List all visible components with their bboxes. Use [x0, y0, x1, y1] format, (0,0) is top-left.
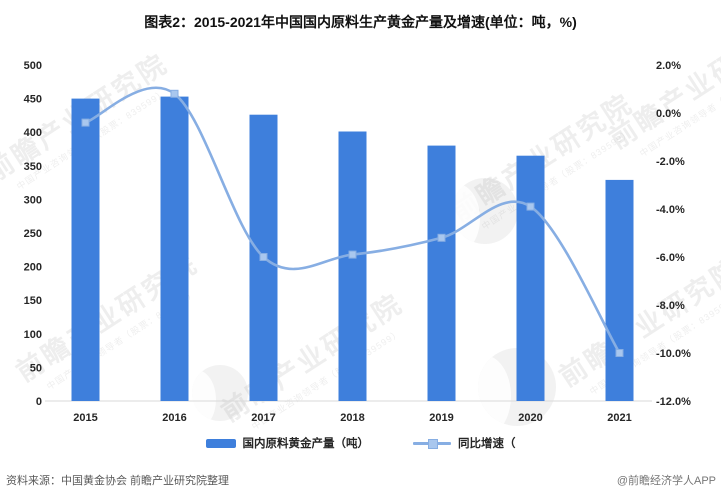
legend-label-growth: 同比增速（	[458, 438, 516, 450]
chart-legend: 国内原料黄金产量（吨） 同比增速（	[0, 435, 721, 451]
chart-title: 图表2：2015-2021年中国国内原料生产黄金产量及增速(单位：吨，%)	[144, 14, 577, 30]
y-axis-left-tick-label: 400	[24, 127, 42, 139]
y-axis-left-tick-label: 100	[24, 329, 42, 341]
y-axis-left-tick-label: 350	[24, 161, 42, 173]
bar-2018	[338, 131, 367, 401]
y-axis-right-tick-label: -8.0%	[656, 300, 685, 312]
x-axis-tick-label-2015: 2015	[73, 412, 97, 424]
bar-2015	[71, 98, 100, 401]
y-axis-left-tick-label: 50	[30, 362, 42, 374]
y-axis-left-tick-label: 150	[24, 295, 42, 307]
growth-marker-2015	[81, 118, 90, 127]
y-axis-left-tick-label: 250	[24, 228, 42, 240]
x-axis-tick-label-2016: 2016	[162, 412, 186, 424]
y-axis-right-tick-label: -10.0%	[656, 348, 691, 360]
y-axis-left-tick-label: 0	[36, 396, 42, 408]
x-axis-tick-label-2019: 2019	[429, 412, 453, 424]
growth-marker-2017	[259, 253, 268, 261]
legend-item-growth: 同比增速（	[413, 435, 516, 451]
bar-series-swatch-icon	[205, 438, 236, 448]
bar-2016	[160, 96, 189, 401]
x-axis-tick-label-2018: 2018	[340, 412, 364, 424]
data-source-text: 资料来源：中国黄金协会 前瞻产业研究院整理	[6, 475, 230, 487]
bar-2020	[516, 155, 545, 401]
growth-marker-2019	[437, 233, 446, 242]
y-axis-left-tick-label: 500	[24, 60, 42, 72]
growth-marker-2021	[615, 349, 624, 357]
y-axis-right-tick-label: -6.0%	[656, 252, 685, 264]
y-axis-right-tick-label: 0.0%	[656, 108, 681, 120]
line-series-swatch-icon	[413, 438, 451, 449]
brand-credit-text: @前瞻经济学人APP	[616, 475, 716, 487]
y-axis-right-tick-label: -12.0%	[656, 396, 691, 408]
growth-marker-2020	[526, 202, 535, 211]
bar-2021	[605, 179, 634, 401]
y-axis-left-tick-label: 300	[24, 194, 42, 206]
bar-2019	[427, 145, 456, 401]
growth-marker-2016	[170, 89, 179, 98]
y-axis-right-tick-label: -4.0%	[656, 204, 685, 216]
legend-item-production: 国内原料黄金产量（吨）	[205, 435, 370, 451]
x-axis-tick-label-2020: 2020	[518, 412, 542, 424]
y-axis-left-tick-label: 450	[24, 94, 42, 106]
y-axis-right-tick-label: -2.0%	[656, 156, 685, 168]
y-axis-left-tick-label: 200	[24, 262, 42, 274]
legend-label-production: 国内原料黄金产量（吨）	[242, 438, 370, 450]
x-axis-tick-label-2017: 2017	[251, 412, 275, 424]
growth-marker-2018	[348, 250, 357, 259]
y-axis-right-tick-label: 2.0%	[656, 60, 681, 72]
x-axis-tick-label-2021: 2021	[607, 412, 631, 424]
